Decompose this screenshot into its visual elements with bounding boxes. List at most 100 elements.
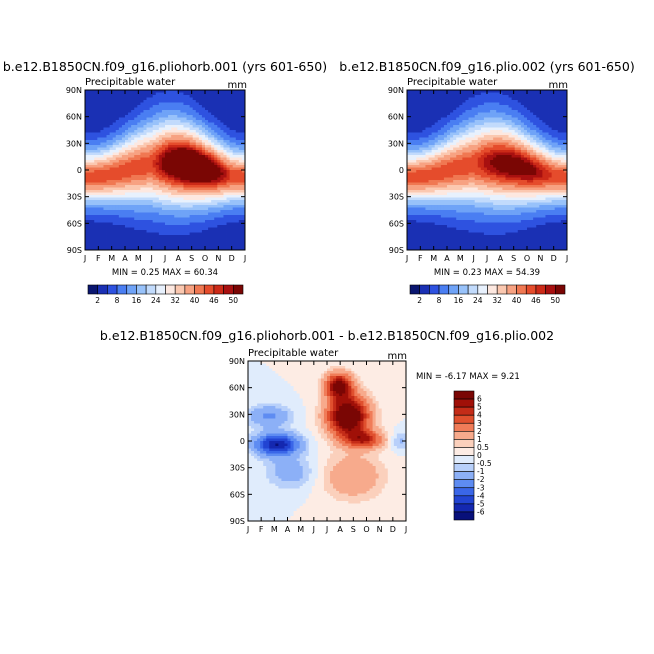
field-cell [223,165,227,168]
field-cell [548,152,553,156]
field-cell [168,240,172,243]
field-cell [536,97,540,101]
field-cell [214,177,218,181]
field-cell [152,190,157,193]
field-cell [551,105,556,108]
field-cell [226,100,231,103]
field-cell [109,177,114,181]
field-cell [94,142,98,146]
field-cell [416,165,420,168]
field-cell [161,92,166,96]
field-cell [195,177,200,181]
field-cell [91,195,95,198]
field-cell [143,132,147,136]
field-cell [499,110,503,113]
field-cell [425,90,429,93]
field-cell [217,102,221,106]
field-cell [125,117,129,121]
field-cell [560,115,565,118]
field-cell [183,132,187,136]
field-cell [487,140,491,143]
field-cell [527,140,531,143]
field-cell [542,107,546,111]
field-cell [94,100,98,103]
field-cell [183,130,187,133]
field-cell [560,137,565,141]
field-cell [459,125,463,128]
field-cell [165,192,169,196]
field-cell [94,125,98,128]
field-cell [195,200,200,203]
field-cell [128,240,132,243]
field-cell [168,90,172,93]
field-cell [192,220,197,223]
field-cell [103,122,107,126]
field-cell [134,112,138,116]
field-cell [103,105,107,108]
field-cell [143,245,147,248]
field-cell [189,97,194,101]
field-cell [180,115,184,118]
field-cell [180,200,184,203]
field-cell [161,95,166,98]
field-cell [112,137,117,141]
field-cell [217,205,221,208]
field-cell [158,160,163,163]
field-cell [499,92,503,96]
field-cell [440,95,445,98]
field-cell [447,90,451,93]
field-cell [112,110,117,113]
field-cell [201,95,206,98]
field-cell [235,160,240,163]
field-cell [137,220,141,223]
field-cell [195,120,200,123]
field-cell [517,102,522,106]
field-cell [563,117,568,121]
field-cell [533,137,537,141]
field-cell [223,180,227,183]
field-cell [226,220,231,223]
field-cell [158,102,163,106]
field-cell [205,210,209,213]
field-cell [100,197,104,201]
field-cell [158,242,163,246]
field-cell [115,112,120,116]
field-cell [158,227,163,231]
field-cell [542,90,546,93]
field-cell [205,185,209,188]
field-cell [407,102,411,106]
x-tick-label: S [189,254,194,263]
field-cell [103,242,107,246]
field-cell [563,127,568,131]
field-cell [146,160,151,163]
field-cell [545,97,549,101]
field-cell [103,212,107,216]
field-cell [211,102,215,106]
field-cell [97,95,101,98]
field-cell [443,90,448,93]
field-cell [88,92,92,96]
field-cell [134,157,138,161]
field-cell [91,145,95,148]
field-cell [106,152,111,156]
field-cell [125,197,129,201]
field-cell [168,132,172,136]
field-cell [217,187,221,191]
field-cell [168,202,172,206]
field-cell [217,140,221,143]
field-cell [128,195,132,198]
field-cell [174,200,178,203]
field-cell [201,110,206,113]
field-cell [198,205,203,208]
field-cell [174,95,178,98]
field-cell [428,92,433,96]
field-cell [554,137,559,141]
field-cell [192,227,197,231]
field-cell [91,190,95,193]
field-cell [520,112,525,116]
field-cell [161,195,166,198]
field-cell [195,152,200,156]
field-cell [149,190,154,193]
field-cell [198,165,203,168]
y-tick-label: 60S [67,219,82,228]
